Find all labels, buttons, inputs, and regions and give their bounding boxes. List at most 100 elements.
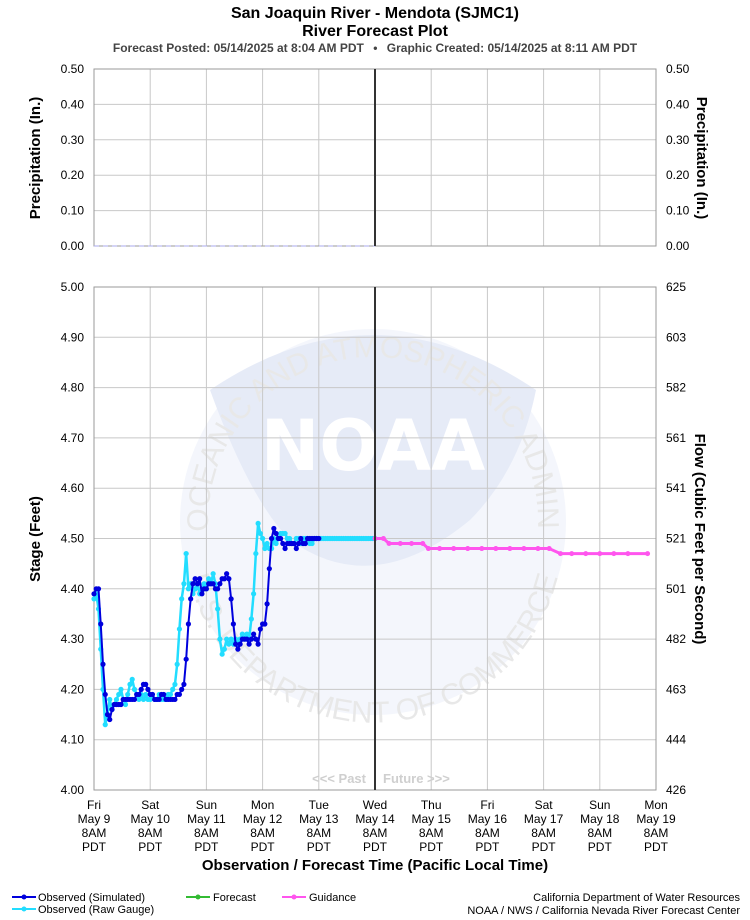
time-tick-line: 8AM bbox=[587, 826, 612, 840]
legend-item-forecast: Forecast bbox=[186, 892, 256, 904]
series-point-observed_raw bbox=[125, 691, 131, 698]
series-point-observed_simulated bbox=[291, 540, 297, 547]
series-point-guidance bbox=[645, 551, 651, 557]
series-point-observed_simulated bbox=[233, 641, 239, 647]
credit-line-1: California Department of Water Resources bbox=[533, 892, 740, 904]
legend-item-observed-simulated: Observed (Simulated) bbox=[12, 892, 145, 904]
chart-subtitle: River Forecast Plot bbox=[302, 23, 449, 40]
flow-tick-label: 444 bbox=[666, 733, 686, 747]
series-point-observed_simulated bbox=[246, 641, 252, 647]
series-point-observed_simulated bbox=[262, 621, 268, 627]
series-point-observed_raw bbox=[131, 686, 138, 693]
series-point-observed_raw bbox=[174, 661, 180, 667]
stage-tick-label: 4.80 bbox=[61, 381, 85, 395]
chart-title: San Joaquin River - Mendota (SJMC1) bbox=[231, 5, 519, 22]
series-point-observed_simulated bbox=[190, 581, 196, 587]
time-tick-line: 8AM bbox=[194, 826, 219, 840]
series-point-observed_raw bbox=[185, 586, 192, 592]
time-tick-line: Thu bbox=[421, 798, 442, 812]
time-tick-line: 8AM bbox=[644, 826, 669, 840]
series-point-observed_simulated bbox=[230, 621, 236, 627]
future-label: Future >>> bbox=[383, 771, 450, 786]
series-point-observed_simulated bbox=[192, 576, 198, 582]
series-point-observed_simulated bbox=[143, 681, 149, 687]
precip-right-tick-label: 0.00 bbox=[666, 239, 690, 253]
series-point-observed_simulated bbox=[100, 661, 106, 667]
series-point-observed_raw bbox=[129, 676, 135, 682]
series-point-guidance bbox=[451, 546, 457, 552]
time-tick-line: 8AM bbox=[531, 826, 556, 840]
stage-tick-label: 4.70 bbox=[61, 431, 85, 445]
series-point-observed_simulated bbox=[228, 596, 234, 602]
series-point-observed_raw bbox=[264, 540, 270, 547]
time-tick-line: Mon bbox=[251, 798, 274, 812]
stage-tick-label: 4.40 bbox=[61, 582, 85, 596]
series-point-observed_raw bbox=[172, 681, 178, 687]
series-point-observed_simulated bbox=[199, 591, 205, 597]
series-point-observed_simulated bbox=[295, 540, 302, 547]
posted-created-line: Forecast Posted: 05/14/2025 at 8:04 AM P… bbox=[113, 41, 638, 55]
series-point-guidance bbox=[425, 546, 431, 552]
series-point-observed_simulated bbox=[131, 696, 138, 703]
series-point-observed_raw bbox=[206, 576, 212, 582]
series-point-observed_raw bbox=[107, 696, 113, 703]
flow-tick-label: 521 bbox=[666, 532, 686, 546]
series-point-observed_simulated bbox=[235, 646, 241, 652]
precip-right-tick-label: 0.50 bbox=[666, 62, 690, 76]
series-point-observed_raw bbox=[239, 631, 245, 637]
legend-marker-observed-raw bbox=[21, 906, 27, 912]
time-tick-label: Sun May 11 8AM PDT bbox=[187, 798, 226, 854]
watermark-logo-text: NOAA bbox=[261, 405, 486, 487]
series-point-observed_simulated bbox=[145, 686, 151, 693]
series-point-observed_raw bbox=[91, 596, 97, 602]
series-point-observed_raw bbox=[102, 722, 108, 728]
time-tick-line: PDT bbox=[82, 840, 107, 854]
legend-label-forecast: Forecast bbox=[213, 892, 256, 904]
series-point-observed_simulated bbox=[251, 631, 257, 637]
time-tick-line: PDT bbox=[194, 840, 219, 854]
series-point-observed_simulated bbox=[210, 581, 216, 587]
series-point-observed_raw bbox=[244, 631, 250, 637]
legend: Observed (Simulated) Observed (Raw Gauge… bbox=[12, 892, 356, 916]
series-point-guidance bbox=[583, 551, 589, 557]
time-tick-line: May 15 bbox=[412, 812, 452, 826]
stage-tick-label: 4.90 bbox=[61, 330, 85, 344]
series-point-observed_simulated bbox=[136, 691, 142, 698]
stage-axis-label: Stage (Feet) bbox=[27, 496, 44, 582]
stage-left-ticks: 4.00 4.10 4.20 4.30 4.40 4.50 4.60 4.70 4.80 4.90… bbox=[61, 280, 85, 797]
series-point-observed_simulated bbox=[161, 691, 167, 698]
stage-tick-label: 4.10 bbox=[61, 733, 85, 747]
series-point-guidance bbox=[409, 541, 415, 547]
series-point-observed_raw bbox=[217, 636, 223, 642]
stage-tick-label: 4.30 bbox=[61, 632, 85, 646]
time-tick-line: May 13 bbox=[299, 812, 339, 826]
time-tick-line: Tue bbox=[309, 798, 330, 812]
time-tick-line: PDT bbox=[307, 840, 332, 854]
past-label: <<< Past bbox=[312, 771, 367, 786]
precipitation-right-ticks: 0.00 0.10 0.20 0.30 0.40 0.50 bbox=[666, 62, 690, 253]
series-point-observed_raw bbox=[179, 596, 185, 602]
flow-right-ticks: 426 444 463 482 501 521 541 561 582 603 625 bbox=[666, 280, 686, 797]
series-point-observed_simulated bbox=[179, 686, 185, 693]
stage-tick-label: 4.60 bbox=[61, 481, 85, 495]
series-point-observed_simulated bbox=[316, 535, 322, 542]
series-point-guidance bbox=[507, 546, 513, 552]
series-point-observed_simulated bbox=[264, 601, 270, 607]
precipitation-panel: 0.00 0.10 0.20 0.30 0.40 0.50 0.00 0.10 0.20 0.3… bbox=[27, 62, 710, 253]
flow-tick-label: 625 bbox=[666, 280, 686, 294]
series-point-observed_raw bbox=[167, 691, 174, 698]
time-tick-label: Sat May 10 8AM PDT bbox=[131, 798, 171, 854]
series-point-observed_raw bbox=[286, 535, 293, 542]
series-point-observed_raw bbox=[255, 520, 261, 527]
time-tick-line: May 10 bbox=[131, 812, 171, 826]
time-tick-line: May 19 bbox=[636, 812, 676, 826]
stage-flow-panel: 4.00 4.10 4.20 4.30 4.40 4.50 4.60 4.70 4.80 4.90… bbox=[27, 280, 708, 874]
time-tick-line: PDT bbox=[644, 840, 669, 854]
series-point-guidance bbox=[397, 541, 403, 547]
series-point-observed_simulated bbox=[302, 540, 308, 547]
precip-left-tick-label: 0.00 bbox=[61, 239, 85, 253]
stage-tick-label: 5.00 bbox=[61, 280, 85, 294]
stage-tick-label: 4.20 bbox=[61, 682, 85, 696]
series-point-guidance bbox=[625, 551, 631, 557]
legend-item-guidance: Guidance bbox=[282, 892, 356, 904]
